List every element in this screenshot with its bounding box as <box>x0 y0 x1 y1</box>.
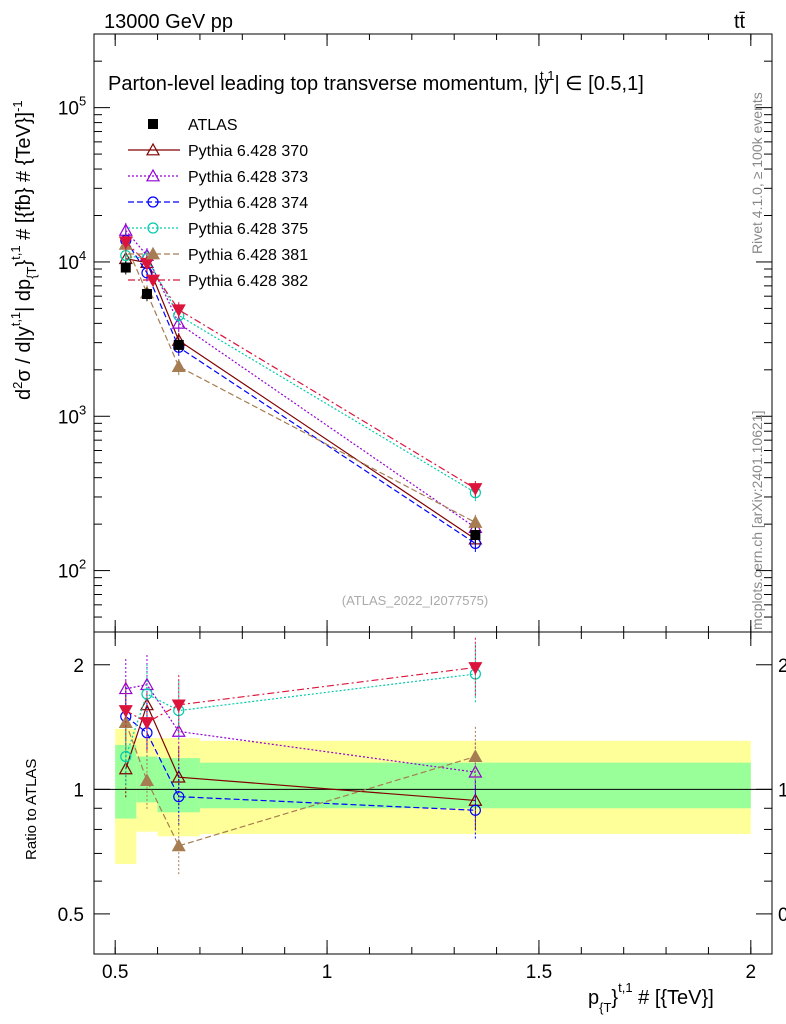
ratio-point-2-3 <box>469 804 481 816</box>
chart-title-sup: t,1 <box>540 68 554 83</box>
y-tick-label-0: 102 <box>58 557 86 583</box>
legend-label-3: Pythia 6.428 374 <box>188 195 308 212</box>
legend-marker-3 <box>147 196 159 208</box>
ratio-point-3-0 <box>120 750 132 763</box>
series-point-4-2 <box>171 359 186 372</box>
rivet-label: Rivet 4.1.0, ≥ 100k events <box>749 92 765 254</box>
ratio-point-0-2 <box>171 769 186 783</box>
ratio-point-4-2 <box>171 838 186 852</box>
ratio-point-2-2 <box>173 791 185 803</box>
chart-title-prefix: Parton-level leading top transverse mome… <box>108 73 539 95</box>
ratio-tick-label-left-1: 1 <box>73 780 84 801</box>
series-point-1-2 <box>171 316 186 329</box>
x-tick-label-2: 1.5 <box>526 962 552 983</box>
series-line-2 <box>125 240 476 544</box>
legend: ATLAS Pythia 6.428 370 Pythia 6.428 373 Pyt… <box>128 117 308 290</box>
chart-title: Parton-level leading top transverse mome… <box>108 68 644 95</box>
ratio-tick-label-left-2: 2 <box>73 656 84 677</box>
legend-marker-0 <box>148 119 158 129</box>
ratio-line-3 <box>125 673 476 757</box>
ratio-line-4 <box>125 722 476 847</box>
legend-label-6: Pythia 6.428 382 <box>188 273 308 290</box>
legend-label-4: Pythia 6.428 375 <box>188 221 308 238</box>
x-tick-label-0: 0.5 <box>102 962 128 983</box>
legend-marker-1 <box>145 142 161 156</box>
ratio-point-1-2 <box>171 724 186 737</box>
ratio-point-5-0 <box>118 705 133 718</box>
ratio-y-axis-label: Ratio to ATLAS <box>23 759 40 860</box>
ratio-point-1-3 <box>468 764 483 778</box>
legend-marker-4 <box>147 222 159 234</box>
legend-marker-5 <box>145 246 161 260</box>
chart-title-symbol: y <box>539 73 549 95</box>
ratio-point-5-1 <box>139 717 154 730</box>
ratio-point-3-1 <box>141 688 153 700</box>
legend-marker-6 <box>145 274 161 288</box>
series-point-5-0 <box>118 236 133 250</box>
mcplots-label: mcplots.cern.ch [arXiv:2401.10621] <box>749 411 765 630</box>
analysis-watermark: (ATLAS_2022_I2077575) <box>342 593 488 608</box>
ratio-point-0-0 <box>118 761 133 775</box>
ratio-line-0 <box>125 703 476 802</box>
series-point-5-3 <box>468 483 483 496</box>
legend-label-1: Pythia 6.428 370 <box>188 143 308 160</box>
axis-ticks: 0.5 1 1.5 2 102 103 104 105 0.5 0.5 1 1 2 2 <box>58 33 786 983</box>
header-left: 13000 GeV pp <box>104 11 233 33</box>
main-series-group <box>118 222 483 552</box>
y-tick-label-3: 105 <box>58 94 86 120</box>
ratio-line-5 <box>125 666 476 724</box>
legend-label-2: Pythia 6.428 373 <box>188 169 308 186</box>
y-tick-label-2: 104 <box>58 248 86 274</box>
x-tick-label-3: 2 <box>746 962 757 983</box>
series-line-5 <box>125 241 476 490</box>
ratio-tick-label-left-0: 0.5 <box>58 905 84 926</box>
y-tick-label-1: 103 <box>58 402 86 428</box>
ratio-tick-label-right-0: 0.5 <box>778 905 786 926</box>
x-tick-label-1: 1 <box>322 962 333 983</box>
data-point-2 <box>173 339 184 350</box>
x-axis-label: p{T}t,1 # [{TeV}] <box>588 980 714 1015</box>
ratio-plot-frame <box>93 631 773 955</box>
data-point-0 <box>120 262 131 273</box>
ratio-series-group <box>118 637 483 876</box>
data-point-1 <box>141 288 152 299</box>
header-right: tt̄ <box>734 11 746 33</box>
band-inner-0 <box>115 744 137 819</box>
series-line-4 <box>125 244 476 524</box>
series-line-3 <box>125 254 476 494</box>
ratio-point-4-1 <box>139 773 154 786</box>
ratio-point-5-2 <box>171 699 186 713</box>
legend-marker-2 <box>145 168 161 182</box>
legend-label-0: ATLAS <box>188 117 238 134</box>
ratio-line-1 <box>125 684 476 773</box>
series-line-1 <box>125 230 476 529</box>
series-point-5-2 <box>171 304 186 317</box>
ratio-tick-label-right-2: 2 <box>778 656 786 677</box>
legend-label-5: Pythia 6.428 381 <box>188 247 308 264</box>
y-axis-label: d2σ / d|yt,1| dp{T}t,1 # [{fb} # {TeV}]-… <box>8 100 39 400</box>
ratio-tick-label-right-1: 1 <box>778 780 786 801</box>
ratio-uncertainty-bands <box>115 728 751 865</box>
chart-title-suffix: | ∈ [0.5,1] <box>554 73 643 95</box>
series-point-4-3 <box>468 515 483 528</box>
data-point-3 <box>470 530 481 541</box>
ratio-point-5-3 <box>468 662 483 675</box>
series-line-0 <box>125 258 476 540</box>
ratio-point-4-3 <box>468 749 483 762</box>
